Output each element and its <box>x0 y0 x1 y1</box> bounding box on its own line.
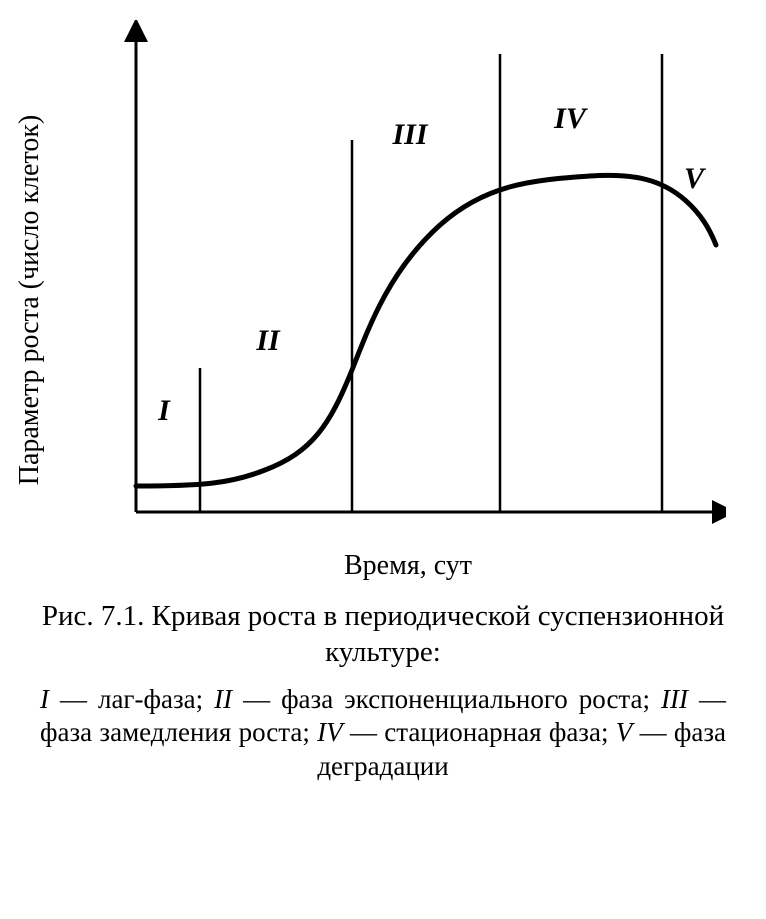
legend-sym-5: V <box>616 717 633 747</box>
caption-prefix: Рис. 7.1. <box>42 600 152 632</box>
chart-svg: IIIIIIIVV <box>90 20 726 550</box>
legend-sym-1: I <box>40 684 49 714</box>
y-axis-label: Параметр роста (число клеток) <box>14 115 46 486</box>
legend-sym-2: II <box>214 684 232 714</box>
legend-txt-2: — фаза экспоненциального роста; <box>232 684 661 714</box>
phase-dividers <box>200 54 662 512</box>
caption-text: Кривая роста в периодической суспензионн… <box>152 600 724 668</box>
phase-label-IV: IV <box>553 102 589 135</box>
figure-legend: I — лаг-фаза; II — фаза экспоненциальног… <box>40 683 726 784</box>
phase-label-III: III <box>391 118 428 151</box>
legend-txt-4: — стационарная фаза; <box>343 717 616 747</box>
phase-label-I: I <box>157 394 171 427</box>
phase-label-II: II <box>255 324 281 357</box>
legend-sym-4: IV <box>317 717 342 747</box>
phase-labels: IIIIIIIVV <box>157 102 707 427</box>
growth-curve-chart: Параметр роста (число клеток) IIIIIIIVV … <box>40 20 726 580</box>
growth-curve <box>136 175 716 486</box>
x-axis-label: Время, сут <box>90 550 726 582</box>
figure-caption: Рис. 7.1. Кривая роста в периодической с… <box>40 598 726 671</box>
legend-sym-3: III <box>661 684 688 714</box>
phase-label-V: V <box>684 162 707 195</box>
legend-txt-1: — лаг-фаза; <box>49 684 214 714</box>
